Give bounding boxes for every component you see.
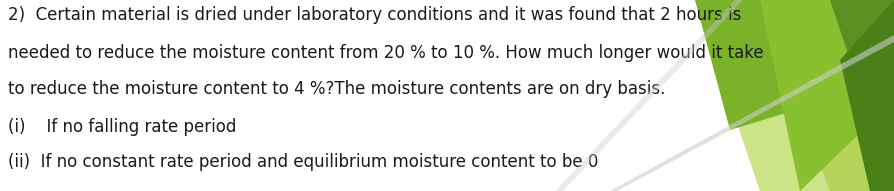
Polygon shape (610, 35, 894, 191)
Polygon shape (695, 0, 894, 191)
Polygon shape (840, 0, 894, 191)
Text: (i)    If no falling rate period: (i) If no falling rate period (8, 118, 236, 136)
Polygon shape (555, 0, 743, 191)
Text: needed to reduce the moisture content from 20 % to 10 %. How much longer would i: needed to reduce the moisture content fr… (8, 44, 763, 62)
Text: to reduce the moisture content to 4 %?The moisture contents are on dry basis.: to reduce the moisture content to 4 %?Th… (8, 80, 665, 98)
Polygon shape (830, 0, 894, 191)
Text: (ii)  If no constant rate period and equilibrium moisture content to be 0: (ii) If no constant rate period and equi… (8, 153, 598, 171)
Polygon shape (760, 0, 894, 191)
Polygon shape (760, 0, 894, 191)
Polygon shape (695, 0, 894, 130)
Text: 2)  Certain material is dried under laboratory conditions and it was found that : 2) Certain material is dried under labor… (8, 6, 741, 24)
